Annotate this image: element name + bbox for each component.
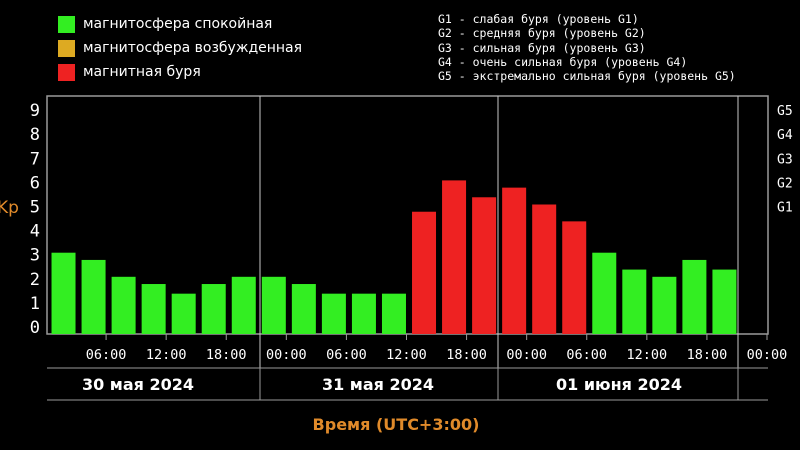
g-level-label: G1 xyxy=(777,201,793,216)
kp-bar xyxy=(141,284,166,334)
legend-item-storm: магнитная буря xyxy=(58,60,302,84)
swatch-quiet xyxy=(58,15,75,33)
kp-bar xyxy=(201,284,226,334)
kp-bar xyxy=(652,276,677,334)
g-level-label: G4 xyxy=(777,128,793,143)
kp-bar xyxy=(622,269,647,334)
y-tick-label: 7 xyxy=(30,149,40,169)
day-label: 30 мая 2024 xyxy=(82,375,194,394)
y-tick-label: 5 xyxy=(30,198,40,218)
kp-bar xyxy=(562,221,587,334)
x-tick-label: 18:00 xyxy=(446,347,487,363)
y-tick-label: 8 xyxy=(30,125,40,145)
day-label: 31 мая 2024 xyxy=(322,375,434,394)
kp-bar xyxy=(381,293,406,334)
legend-item-quiet: магнитосфера спокойная xyxy=(58,12,302,36)
kp-bar xyxy=(51,252,76,334)
x-tick-label: 00:00 xyxy=(506,347,547,363)
g-level-label: G3 xyxy=(777,152,793,167)
legend-label-storm: магнитная буря xyxy=(83,64,201,80)
x-axis-label: Время (UTC+3:00) xyxy=(313,415,480,434)
g-legend-g2: G2 - средняя буря (уровень G2) xyxy=(438,26,646,41)
kp-bar xyxy=(321,293,346,334)
y-tick-label: 9 xyxy=(30,101,40,121)
g-legend-g4: G4 - очень сильная буря (уровень G4) xyxy=(438,54,688,69)
kp-bar xyxy=(412,211,437,334)
x-tick-label: 18:00 xyxy=(206,347,247,363)
g-legend-g5: G5 - экстремально сильная буря (уровень … xyxy=(438,69,736,84)
x-tick-label: 06:00 xyxy=(566,347,607,363)
x-tick-label: 00:00 xyxy=(266,347,307,363)
legend-label-quiet: магнитосфера спокойная xyxy=(83,16,273,32)
y-tick-label: 2 xyxy=(30,270,40,290)
y-tick-label: 1 xyxy=(30,294,40,314)
kp-bar xyxy=(111,276,136,334)
x-tick-label: 18:00 xyxy=(687,347,728,363)
x-tick-label: 12:00 xyxy=(386,347,427,363)
swatch-active xyxy=(58,39,75,57)
g-level-label: G5 xyxy=(777,104,793,119)
plot-frame xyxy=(46,95,769,335)
kp-bar xyxy=(442,180,467,334)
kp-bar xyxy=(261,276,286,334)
day-label: 01 июня 2024 xyxy=(556,375,682,394)
legend-label-active: магнитосфера возбужденная xyxy=(83,40,303,56)
x-tick-label: 06:00 xyxy=(326,347,367,363)
y-tick-label: 6 xyxy=(30,173,40,193)
kp-bar xyxy=(231,276,256,334)
kp-bar xyxy=(712,269,737,334)
g-level-legend: G1 - слабая буря (уровень G1) G2 - средн… xyxy=(438,12,736,83)
kp-bar xyxy=(502,187,527,334)
swatch-storm xyxy=(58,63,75,81)
kp-bar xyxy=(592,252,617,334)
y-tick-label: 4 xyxy=(30,222,40,242)
y-axis-label: Kp xyxy=(0,198,19,218)
x-tick-label: 06:00 xyxy=(86,347,127,363)
kp-bar xyxy=(171,293,196,334)
kp-bar xyxy=(532,204,557,334)
x-tick-label: 00:00 xyxy=(747,347,788,363)
legend-item-active: магнитосфера возбужденная xyxy=(58,36,302,60)
status-legend: магнитосфера спокойная магнитосфера возб… xyxy=(58,12,302,84)
g-legend-g1: G1 - слабая буря (уровень G1) xyxy=(438,12,639,26)
y-tick-label: 0 xyxy=(30,318,40,338)
kp-bar xyxy=(472,197,497,334)
x-tick-label: 12:00 xyxy=(627,347,668,363)
kp-bar xyxy=(682,259,707,334)
y-tick-label: 3 xyxy=(30,246,40,266)
kp-bar xyxy=(81,259,106,334)
g-legend-g3: G3 - сильная буря (уровень G3) xyxy=(438,40,646,55)
kp-bar xyxy=(351,293,376,334)
g-level-label: G2 xyxy=(777,176,793,191)
kp-bar xyxy=(291,284,316,334)
x-tick-label: 12:00 xyxy=(146,347,187,363)
